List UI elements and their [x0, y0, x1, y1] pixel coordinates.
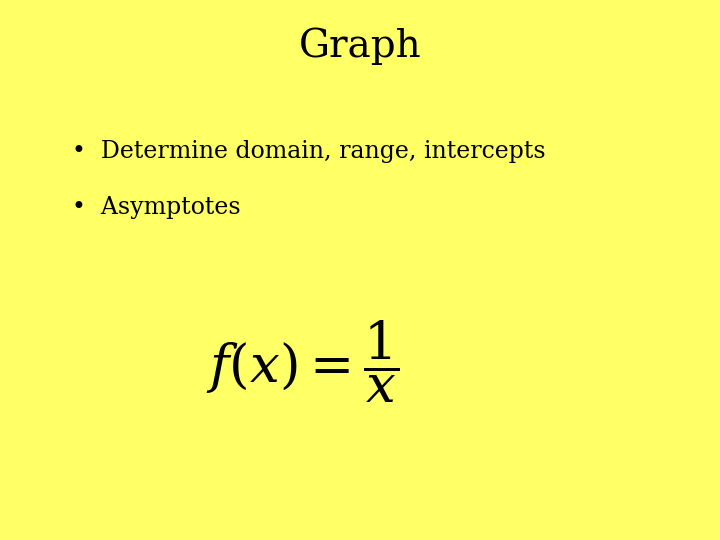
Text: $f(x)=\dfrac{1}{x}$: $f(x)=\dfrac{1}{x}$: [206, 319, 399, 405]
Text: •  Asymptotes: • Asymptotes: [72, 197, 240, 219]
Text: •  Determine domain, range, intercepts: • Determine domain, range, intercepts: [72, 140, 546, 163]
Text: Graph: Graph: [299, 27, 421, 65]
